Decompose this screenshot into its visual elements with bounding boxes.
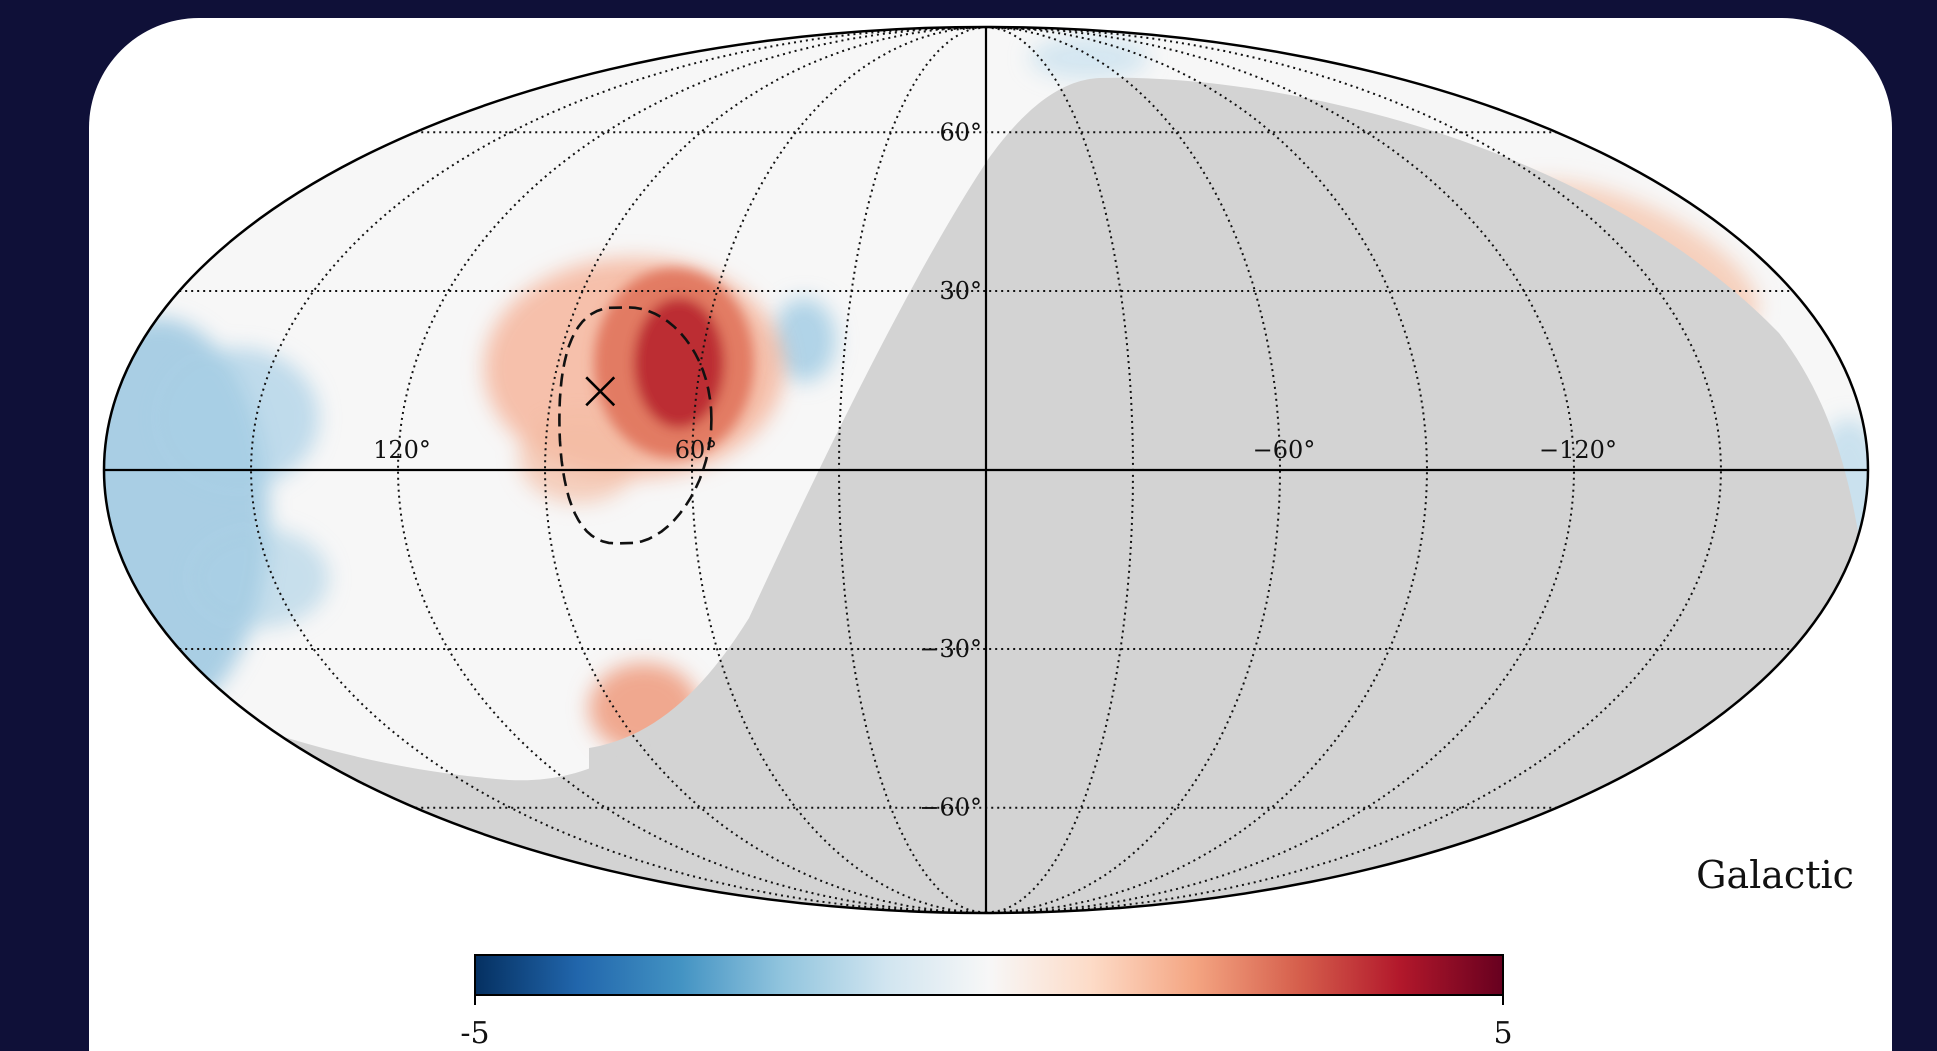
lon-label-minus-60: −60° <box>1253 436 1316 464</box>
lon-label-minus-120: −120° <box>1539 436 1617 464</box>
blue-patch-west-lower <box>189 528 329 628</box>
lat-label-30: 30° <box>939 277 982 305</box>
confidence-contour <box>558 306 713 545</box>
lat-label-minus-60: −60° <box>919 794 982 822</box>
peak-anomaly-region <box>594 268 754 458</box>
lon-label-120: 120° <box>373 436 431 464</box>
sky-map: 60° 30° −30° −60° 120° 60° −60° −120° Ga… <box>102 25 1870 1051</box>
red-core-peak <box>634 298 724 428</box>
masked-region-east <box>589 77 1868 913</box>
red-patch-lower-lobe <box>519 413 639 503</box>
sky-map-panel: 60° 30° −30° −60° 120° 60° −60° −120° Ga… <box>89 18 1892 1051</box>
coordinate-system-label: Galactic <box>1696 853 1854 897</box>
lon-label-60: 60° <box>675 436 718 464</box>
colorbar <box>474 954 1504 996</box>
meridian-line <box>985 26 1723 914</box>
meridian-line <box>249 26 987 914</box>
peak-marker-x <box>585 376 616 407</box>
blue-patch-central <box>772 298 836 382</box>
lat-label-minus-30: −30° <box>919 635 982 663</box>
map-boundary <box>102 25 1870 915</box>
colorbar-max-label: 5 <box>1493 1016 1512 1051</box>
colorbar-min-label: -5 <box>460 1016 489 1051</box>
lat-label-60: 60° <box>939 118 982 146</box>
blue-patch-north <box>1029 36 1149 80</box>
blue-patch-west-upper <box>159 348 319 488</box>
